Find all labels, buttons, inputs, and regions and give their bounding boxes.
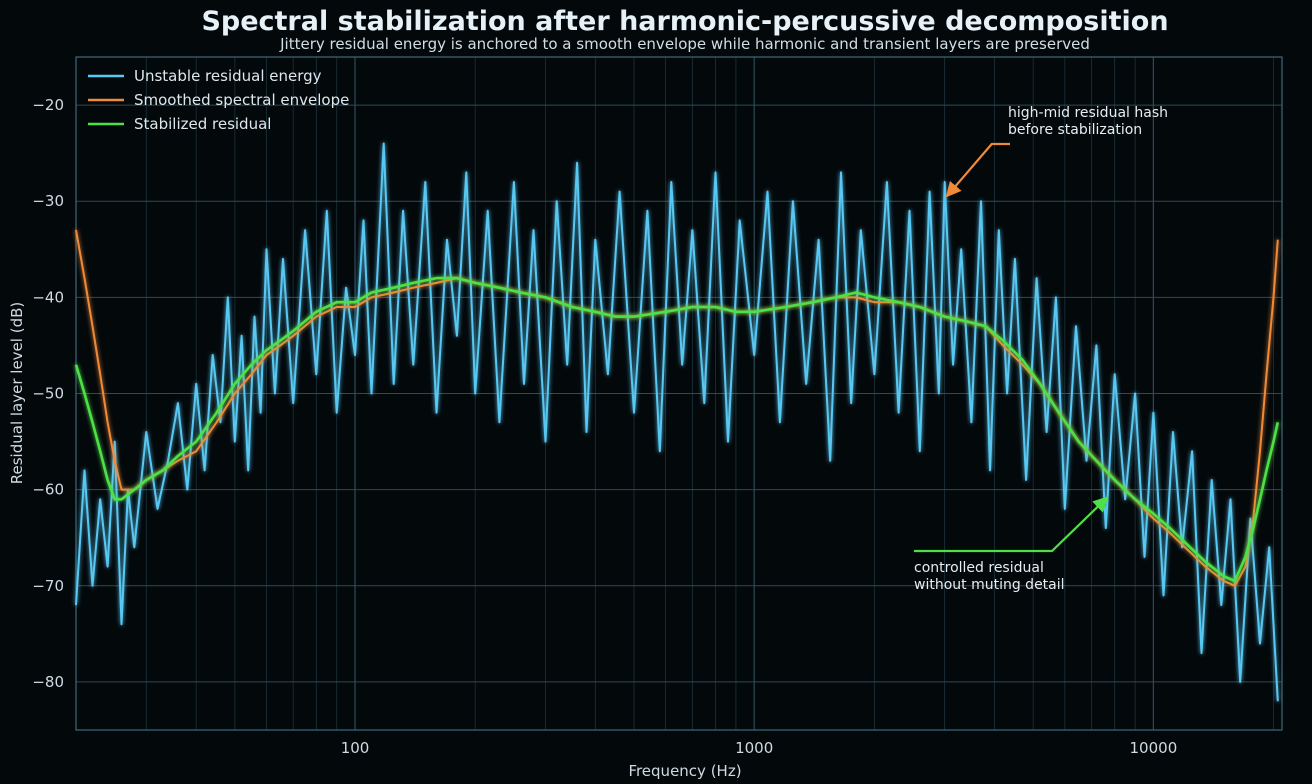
annotation-hash-line-1: high-mid residual hash: [1008, 105, 1168, 121]
x-tick-label: 10000: [1130, 739, 1178, 757]
chart-title: Spectral stabilization after harmonic-pe…: [201, 6, 1168, 37]
y-tick-label: −70: [32, 577, 64, 595]
axis-ticks: 100 1000 10000 −20 −30 −40 −50 −60 −70 −80: [32, 96, 1177, 757]
annotation-controlled-line-2: without muting detail: [914, 577, 1065, 593]
annotation-high-mid-hash: high-mid residual hash before stabilizat…: [945, 105, 1168, 198]
plot-frame: [75, 56, 1283, 731]
legend: Unstable residual energy Smoothed spectr…: [88, 67, 349, 133]
y-tick-label: −60: [32, 481, 64, 499]
series-layer: [74, 142, 1280, 702]
annotation-hash-line-2: before stabilization: [1008, 122, 1142, 138]
legend-label-envelope: Smoothed spectral envelope: [134, 91, 349, 109]
y-tick-label: −40: [32, 288, 64, 306]
chart-subtitle: Jittery residual energy is anchored to a…: [279, 35, 1090, 53]
y-tick-label: −30: [32, 192, 64, 210]
annotation-controlled-arrow: [914, 496, 1109, 553]
series-line-stabilized-residual: [74, 276, 1280, 583]
grid-lines: [75, 57, 1282, 730]
legend-label-stabilized: Stabilized residual: [134, 115, 271, 133]
x-tick-label: 1000: [735, 739, 773, 757]
legend-label-unstable: Unstable residual energy: [134, 67, 322, 85]
annotation-controlled-residual: controlled residual without muting detai…: [914, 496, 1109, 593]
annotation-hash-arrow: [945, 142, 1010, 198]
y-tick-label: −20: [32, 96, 64, 114]
y-tick-label: −50: [32, 385, 64, 403]
annotation-controlled-line-1: controlled residual: [914, 560, 1044, 576]
x-axis-label: Frequency (Hz): [628, 762, 741, 780]
series-line-unstable-residual: [75, 142, 1279, 702]
x-tick-label: 100: [341, 739, 370, 757]
y-tick-label: −80: [32, 673, 64, 691]
y-axis-label: Residual layer level (dB): [8, 302, 26, 484]
